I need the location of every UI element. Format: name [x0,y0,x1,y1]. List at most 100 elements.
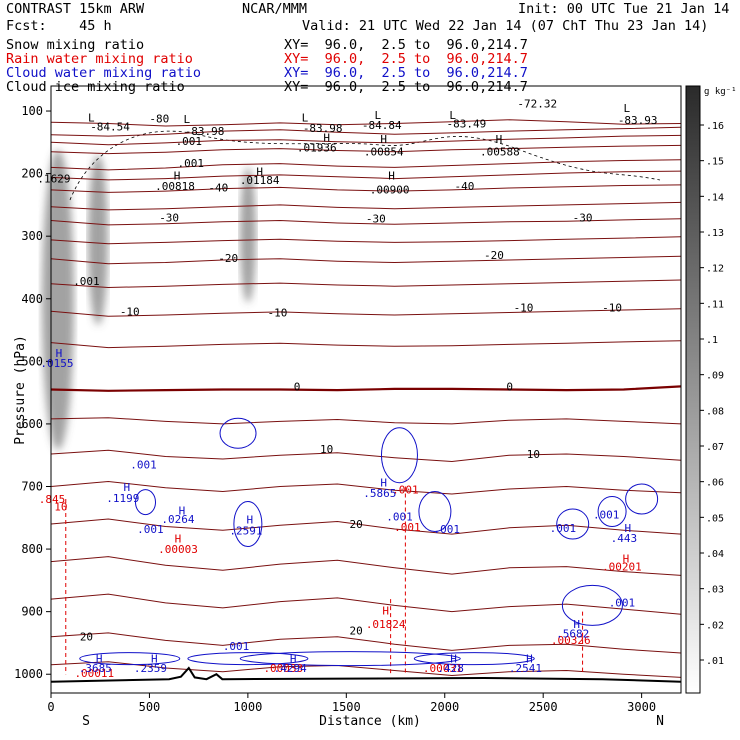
cloud-water-label: .0155 [40,357,73,370]
colorbar-tick-label: .1 [706,335,718,346]
cloud-water-contour [187,652,309,666]
isotherm-label: 20 [80,631,93,644]
colorbar-tick-label: .16 [706,121,724,132]
isotherm-label: -30 [366,213,386,226]
cloud-water-label: .2591 [229,524,262,537]
rain-label: .001 [394,521,421,534]
rain-label: .00011 [74,667,114,680]
cloud-water-label: .428 [437,662,464,675]
colorbar-tick-label: .05 [706,513,724,524]
rain-label: .00003 [158,543,198,556]
terrain-line [50,666,682,683]
isotherm-label: 20 [350,624,363,637]
rain-label: .00031 [423,662,463,675]
isotherm-label: 10 [320,443,333,456]
isotherm-line [50,184,682,193]
colorbar-tick-label: .09 [706,371,724,382]
colorbar-tick-label: .02 [706,620,724,631]
cloud-water-contour [625,483,659,515]
snow-label: .00818 [155,180,195,193]
cloud-water-label: .1199 [106,492,139,505]
field-cloudice-name: Cloud ice mixing ratio [6,79,185,95]
y-tick-label: 200 [21,167,43,181]
extremum-label: H [380,133,387,146]
isotherm-line [50,480,682,495]
isotherm-label: -72.32 [517,98,557,111]
cloud-water-label: .5682 [556,628,589,641]
cloud-water-label: H [380,477,387,490]
snow-shading [88,155,108,325]
rain-label: .00033 [263,662,303,675]
isotherm-line [50,201,682,211]
isotherm-line [50,661,682,678]
isotherm-label: -10 [602,302,622,315]
isotherm-line [50,556,682,576]
cloud-water-contour [561,584,623,626]
isotherm-label: -20 [218,252,238,265]
colorbar-tick-label: .08 [706,406,724,417]
endpoint-north: N [656,714,664,729]
cloud-water-label: .5865 [363,487,396,500]
snow-label: .01184 [240,174,280,187]
isotherm-line [50,218,682,226]
field-snow-name: Snow mixing ratio [6,37,145,53]
field-rain-xy: XY= 96.0, 2.5 to 96.0,214.7 [284,51,528,67]
isotherm-line [50,449,682,463]
isotherm-line [50,632,682,654]
colorbar-tick-label: .14 [706,192,724,203]
snow-shading [42,150,74,450]
title-center: NCAR/MMM [242,1,308,17]
rain-label: H [175,532,182,545]
isotherm-label: 20 [350,518,363,531]
isotherm-line [50,255,682,265]
isotherm-label: -20 [484,249,504,262]
cloud-water-label: .001 [386,511,413,524]
colorbar-tick-label: .06 [706,478,724,489]
extremum-label: H [496,133,503,146]
isotherm-label: -40 [208,181,228,194]
y-tick-label: 700 [21,479,43,493]
isotherm-line [50,119,682,127]
x-tick-label: 1500 [332,700,361,714]
colorbar-tick-label: .04 [706,549,724,560]
field-snow-xy: XY= 96.0, 2.5 to 96.0,214.7 [284,37,528,53]
extremum-label: L [449,109,456,122]
rain-label: .001 [392,484,419,497]
valid-time: Valid: 21 UTC Wed 22 Jan 14 (07 ChT Thu … [302,18,709,34]
cloud-water-label: H [123,481,130,494]
x-tick-label: 2000 [430,700,459,714]
extremum-label: H [174,169,181,182]
snow-label: .1629 [37,173,70,186]
cloud-water-label: .2541 [509,662,542,675]
isotherm-line [50,144,682,155]
snow-label: .00854 [364,146,404,159]
extremum-label: H [388,169,395,182]
isotherm-line [50,340,682,349]
isotherm-label: -83.98 [185,125,225,138]
cloud-water-label: .3685 [79,662,112,675]
y-tick-label: 100 [21,104,43,118]
cloud-water-label: .001 [433,523,460,536]
colorbar-tick-label: .12 [706,264,724,275]
x-tick-label: 1000 [233,700,262,714]
colorbar-tick-label: .07 [706,442,724,453]
cloud-water-label: H [247,514,254,527]
isotherm-label: -10 [514,302,534,315]
isotherm-line [50,417,682,425]
isotherm-line [50,170,682,181]
y-tick-label: 400 [21,292,43,306]
isotherm-label: -30 [159,211,179,224]
cloud-water-contour [380,427,418,484]
isotherm-line [50,159,682,171]
colorbar-tick-label: .11 [706,299,724,310]
rain-label: H [382,604,389,617]
isotherm-label: 0 [294,380,301,393]
isotherm-label: -83.93 [618,114,658,127]
isotherm-line [50,385,682,392]
rain-label: .00326 [551,634,591,647]
field-cloudice-xy: XY= 96.0, 2.5 to 96.0,214.7 [284,79,528,95]
field-cloudwater-xy: XY= 96.0, 2.5 to 96.0,214.7 [284,65,528,81]
x-tick-label: 2500 [529,700,558,714]
cloud-water-label: .001 [137,523,164,536]
cloud-water-contour [239,651,461,667]
